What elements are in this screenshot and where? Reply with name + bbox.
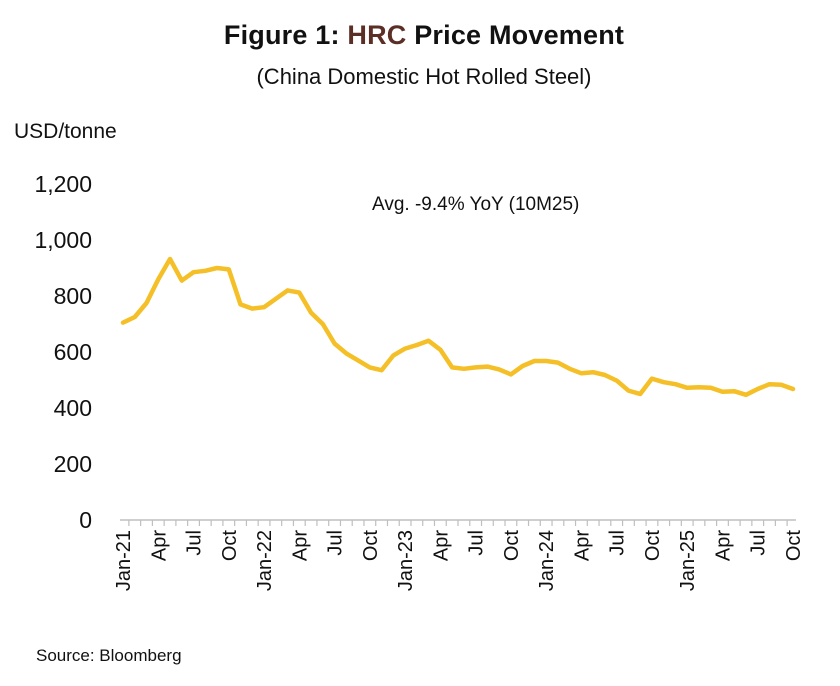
x-tick-label: Oct [642, 530, 664, 562]
x-axis-tick-marks [128, 520, 788, 526]
x-tick-label: Jan-21 [113, 530, 135, 591]
x-tick-label: Apr [148, 530, 170, 561]
chart-title: Figure 1: HRC Price Movement [0, 20, 840, 51]
series-line-hrc-price [120, 256, 796, 398]
y-axis-ticks: 0 200 400 600 800 1,000 1,200 [34, 171, 92, 533]
x-tick-label: Jul [184, 530, 206, 556]
x-tick-label: Jan-25 [677, 530, 699, 591]
x-tick-label: Jul [325, 530, 347, 556]
y-tick-label: 800 [54, 283, 92, 309]
x-tick-label: Oct [783, 530, 805, 562]
x-tick-label: Jul [748, 530, 770, 556]
x-tick-label: Oct [501, 530, 523, 562]
x-tick-label: Oct [219, 530, 241, 562]
y-tick-label: 600 [54, 339, 92, 365]
x-tick-label: Jan-24 [536, 530, 558, 591]
x-tick-label: Jul [466, 530, 488, 556]
y-tick-label: 1,200 [34, 171, 92, 197]
series-layer [120, 256, 796, 398]
chart-annotation: Avg. -9.4% YoY (10M25) [372, 194, 579, 215]
x-axis-ticks: Jan-21 Apr Jul Oct Jan-22 Apr Jul Oct Jan-23 Apr J… [113, 530, 805, 592]
title-highlight: HRC [347, 20, 407, 50]
title-suffix: Price Movement [406, 20, 625, 50]
x-tick-label: Apr [289, 530, 311, 561]
x-tick-label: Jan-23 [395, 530, 417, 591]
x-tick-label: Apr [430, 530, 452, 561]
x-tick-label: Jan-22 [254, 530, 276, 591]
y-tick-label: 200 [54, 451, 92, 477]
y-axis-unit-label: USD/tonne [14, 120, 117, 143]
source-note: Source: Bloomberg [36, 646, 182, 665]
y-tick-label: 400 [54, 395, 92, 421]
x-tick-label: Apr [571, 530, 593, 561]
x-tick-label: Oct [360, 530, 382, 562]
y-tick-label: 0 [79, 507, 92, 533]
x-tick-label: Jul [607, 530, 629, 556]
x-tick-label: Apr [712, 530, 734, 561]
chart-subtitle: (China Domestic Hot Rolled Steel) [256, 64, 592, 89]
y-tick-label: 1,000 [34, 227, 92, 253]
title-prefix: Figure 1: [223, 20, 348, 50]
